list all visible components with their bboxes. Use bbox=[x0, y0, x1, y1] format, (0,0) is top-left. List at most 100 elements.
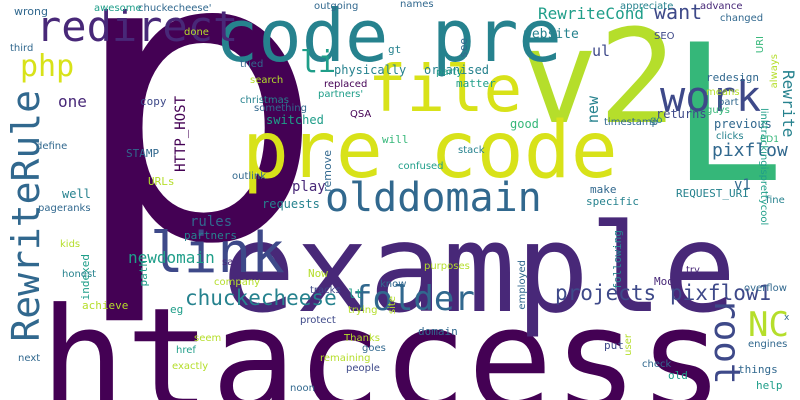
word-seem: seem bbox=[194, 333, 222, 344]
word-overflow: overflow bbox=[744, 283, 787, 294]
word-try: try bbox=[686, 265, 700, 276]
word-specific: specific bbox=[586, 195, 639, 208]
word-pixflow: pixflow bbox=[712, 140, 788, 161]
word-path: path bbox=[137, 260, 150, 287]
word-chuckecheese: chuckecheese bbox=[185, 286, 337, 310]
word-outgoing: outgoing bbox=[314, 1, 359, 12]
word-physically: physically bbox=[334, 63, 407, 77]
word-awesome: awesome bbox=[94, 3, 142, 14]
word-exactly: exactly bbox=[172, 361, 209, 372]
word-partners-q: partners' bbox=[318, 89, 364, 100]
word-URLs: URLs bbox=[148, 175, 175, 188]
word-SEO: SEO bbox=[654, 31, 675, 42]
word-root: root bbox=[706, 298, 747, 385]
word-people: people bbox=[346, 363, 380, 374]
word-achieve: achieve bbox=[82, 299, 129, 312]
word-organised: organised bbox=[424, 63, 490, 77]
word-see: see bbox=[457, 38, 470, 58]
word-x: x bbox=[784, 313, 790, 323]
word-NC: NC bbox=[748, 305, 789, 345]
word-linktrackingisprettycool: linktrackingisprettycool bbox=[758, 108, 769, 226]
word-timestamp: timestamp bbox=[604, 117, 658, 128]
word-say: say bbox=[222, 257, 240, 268]
word-outlink: outlink bbox=[232, 171, 267, 182]
word-something: something bbox=[254, 103, 307, 114]
word-make: make bbox=[590, 183, 617, 196]
word-goes: goes bbox=[362, 343, 386, 354]
word-means: means bbox=[706, 87, 740, 98]
word-RewriteRule: RewriteRule bbox=[4, 90, 48, 342]
word-tried: tried bbox=[240, 59, 264, 70]
word-htaccess: htaccess bbox=[40, 278, 724, 400]
word-go: go bbox=[650, 115, 663, 126]
word-L: L bbox=[670, 4, 785, 225]
word-site: site bbox=[387, 296, 398, 315]
word-changed: changed bbox=[720, 13, 764, 24]
word-tracks: tracks bbox=[310, 285, 341, 296]
word-QSA: QSA bbox=[350, 109, 372, 120]
word-partners: partners bbox=[184, 229, 237, 242]
word-engines: engines bbox=[748, 339, 788, 350]
word-guys: guys bbox=[706, 105, 730, 116]
word-next: next bbox=[18, 353, 41, 364]
word-li: li bbox=[300, 45, 337, 80]
word-redirect: redirect bbox=[36, 2, 239, 51]
word-appreciate: appreciate bbox=[620, 1, 674, 12]
word-newdomain: newdomain bbox=[128, 248, 215, 267]
word-company: company bbox=[214, 277, 261, 288]
word-redesign: redesign bbox=[706, 71, 759, 84]
word-user: user bbox=[623, 334, 634, 356]
word-confused: confused bbox=[398, 161, 444, 172]
word-things: things bbox=[738, 363, 778, 376]
word-clicks: clicks bbox=[716, 131, 744, 142]
word-HTTP_HOST: HTTP_HOST bbox=[173, 96, 189, 172]
word-domain: domain bbox=[418, 325, 458, 338]
word-folder: folder bbox=[352, 279, 475, 319]
word-requests: requests bbox=[262, 197, 320, 211]
word-RewriteCond: RewriteCond bbox=[538, 4, 644, 23]
word-remaining: remaining bbox=[320, 353, 371, 364]
word-php: php bbox=[20, 49, 75, 84]
word-copy: copy bbox=[140, 95, 167, 108]
word-chuckecheese-top: chuckecheese' bbox=[138, 3, 212, 14]
word-done: done bbox=[184, 27, 209, 38]
word-previous: previous bbox=[714, 117, 772, 131]
word-well: well bbox=[62, 187, 91, 201]
word-know: know bbox=[380, 279, 407, 290]
word-Rewrite: Rewrite bbox=[779, 70, 798, 138]
word-projects: projects bbox=[555, 281, 657, 305]
word-old: old bbox=[668, 369, 688, 382]
word-matter: matter bbox=[456, 77, 496, 90]
word-good: good bbox=[510, 117, 539, 131]
word-names: names bbox=[400, 0, 434, 10]
word-wrong: wrong bbox=[14, 5, 48, 18]
word-party: party bbox=[436, 67, 463, 78]
word-play: play bbox=[292, 179, 326, 195]
word-link: link bbox=[150, 221, 285, 286]
word-example: example bbox=[222, 198, 737, 340]
word-employed: employed bbox=[517, 260, 528, 310]
word-p: p bbox=[70, 0, 324, 332]
word-lt: lt bbox=[348, 287, 363, 301]
word-gt: gt bbox=[388, 43, 402, 56]
word-file: file bbox=[368, 53, 523, 127]
word-REQUEST_URI: REQUEST_URI bbox=[676, 187, 749, 200]
word-one: one bbox=[58, 92, 87, 111]
word-third: third bbox=[10, 43, 34, 54]
word-Mod: Mod bbox=[654, 275, 674, 288]
word-advance: advance bbox=[700, 1, 743, 12]
word-switched: switched bbox=[266, 113, 324, 127]
word-fine: fine bbox=[766, 195, 785, 206]
word-olddomain: olddomain bbox=[325, 175, 542, 221]
word-trying: trying bbox=[348, 305, 378, 316]
word-following: following bbox=[611, 230, 624, 290]
word-pre-code: pre code bbox=[242, 106, 618, 196]
word-noon: noon bbox=[290, 383, 315, 394]
word-Thanks: Thanks bbox=[344, 333, 380, 344]
word-define: define bbox=[36, 141, 68, 152]
word-want: want bbox=[654, 0, 703, 24]
word-kids: kids bbox=[60, 239, 81, 250]
word-put: put bbox=[604, 339, 624, 352]
word-will: will bbox=[382, 133, 409, 146]
